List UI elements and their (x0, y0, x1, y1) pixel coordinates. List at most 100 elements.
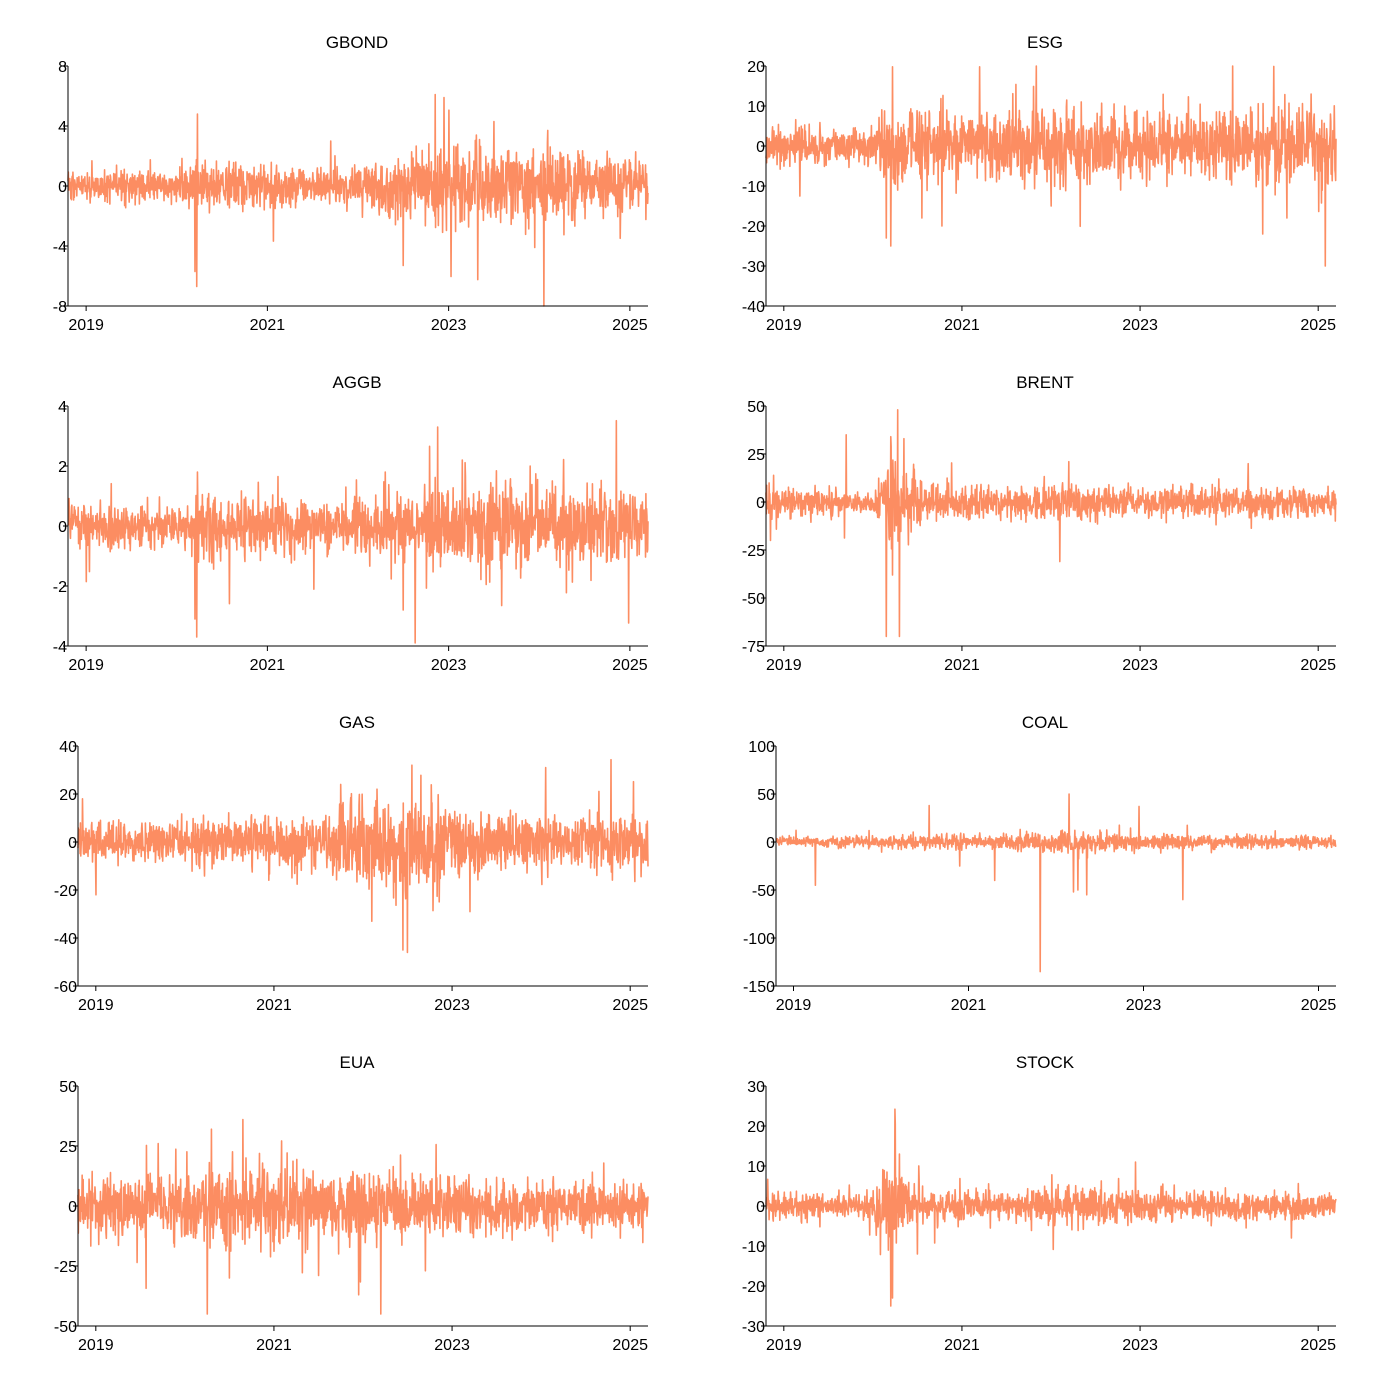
y-tick-label: -40 (742, 299, 765, 316)
y-tick-label: 0 (766, 835, 775, 852)
x-tick-label: 2025 (1301, 997, 1337, 1014)
y-tick-label: -4 (53, 639, 67, 656)
series-line (77, 758, 649, 954)
chart-title: COAL (1022, 713, 1068, 732)
y-tick-label: 20 (59, 787, 77, 804)
x-tick-label: 2025 (612, 1337, 648, 1354)
x-tick-label: 2021 (250, 317, 286, 334)
x-tick-label: 2021 (951, 997, 987, 1014)
x-tick-label: 2023 (1126, 997, 1162, 1014)
y-tick-label: 0 (58, 179, 67, 196)
y-tick-label: 0 (58, 519, 67, 536)
y-tick-label: -10 (742, 179, 765, 196)
chart-title: ESG (1027, 33, 1063, 52)
y-tick-label: -75 (742, 639, 765, 656)
x-tick-label: 2019 (78, 1337, 114, 1354)
y-tick-label: 4 (58, 119, 67, 136)
x-tick-label: 2019 (766, 1337, 802, 1354)
chart-title: BRENT (1016, 373, 1074, 392)
chart-title: GBOND (326, 33, 388, 52)
y-tick-label: -40 (54, 931, 77, 948)
x-tick-label: 2025 (612, 997, 648, 1014)
series-line (67, 93, 649, 307)
x-tick-label: 2021 (256, 1337, 292, 1354)
y-tick-label: -25 (54, 1259, 77, 1276)
y-tick-label: 50 (757, 787, 775, 804)
y-tick-label: -30 (742, 259, 765, 276)
x-tick-label: 2021 (250, 657, 286, 674)
x-tick-label: 2025 (612, 657, 648, 674)
x-tick-label: 2025 (1300, 317, 1336, 334)
y-tick-label: -10 (742, 1239, 765, 1256)
chart-title: STOCK (1016, 1053, 1075, 1072)
y-tick-label: -50 (54, 1319, 77, 1336)
y-tick-label: 20 (747, 59, 765, 76)
x-tick-label: 2019 (78, 997, 114, 1014)
series-line (77, 1118, 649, 1315)
y-tick-label: 0 (756, 495, 765, 512)
y-tick-label: -4 (53, 239, 67, 256)
y-tick-label: 25 (59, 1139, 77, 1156)
x-tick-label: 2023 (434, 1337, 470, 1354)
series-line (765, 1108, 1337, 1307)
x-tick-label: 2023 (1122, 317, 1158, 334)
y-tick-label: 8 (58, 59, 67, 76)
y-tick-label: 30 (747, 1079, 765, 1096)
y-tick-label: 0 (68, 1199, 77, 1216)
x-tick-label: 2021 (944, 317, 980, 334)
y-tick-label: -8 (53, 299, 67, 316)
y-tick-label: 0 (68, 835, 77, 852)
y-tick-label: 10 (747, 1159, 765, 1176)
x-tick-label: 2019 (776, 997, 812, 1014)
y-tick-label: 20 (747, 1119, 765, 1136)
x-tick-label: 2019 (68, 657, 104, 674)
series-line (775, 793, 1337, 973)
y-tick-label: -100 (743, 931, 775, 948)
chart-title: GAS (339, 713, 375, 732)
y-tick-label: -20 (742, 1279, 765, 1296)
y-tick-label: 10 (747, 99, 765, 116)
x-tick-label: 2023 (431, 657, 467, 674)
x-tick-label: 2021 (944, 1337, 980, 1354)
series-line (765, 65, 1337, 267)
x-tick-label: 2019 (766, 317, 802, 334)
x-tick-label: 2025 (1300, 657, 1336, 674)
y-tick-label: -20 (54, 883, 77, 900)
x-tick-label: 2021 (256, 997, 292, 1014)
y-tick-label: -2 (53, 579, 67, 596)
chart-title: AGGB (332, 373, 381, 392)
y-tick-label: -50 (752, 883, 775, 900)
y-tick-label: -25 (742, 543, 765, 560)
x-tick-label: 2023 (431, 317, 467, 334)
y-tick-label: -30 (742, 1319, 765, 1336)
y-tick-label: 50 (747, 399, 765, 416)
y-tick-label: 0 (756, 139, 765, 156)
x-tick-label: 2019 (68, 317, 104, 334)
y-tick-label: 50 (59, 1079, 77, 1096)
x-tick-label: 2025 (612, 317, 648, 334)
y-tick-label: -150 (743, 979, 775, 996)
chart-title: EUA (340, 1053, 376, 1072)
x-tick-label: 2021 (944, 657, 980, 674)
y-tick-label: 25 (747, 447, 765, 464)
x-tick-label: 2023 (434, 997, 470, 1014)
y-tick-label: -50 (742, 591, 765, 608)
y-tick-label: 100 (748, 739, 775, 756)
x-tick-label: 2023 (1122, 657, 1158, 674)
x-tick-label: 2025 (1300, 1337, 1336, 1354)
series-line (67, 419, 649, 644)
x-tick-label: 2019 (766, 657, 802, 674)
x-tick-label: 2023 (1122, 1337, 1158, 1354)
series-line (765, 409, 1337, 638)
y-tick-label: -60 (54, 979, 77, 996)
y-tick-label: 0 (756, 1199, 765, 1216)
y-tick-label: 4 (58, 399, 67, 416)
y-tick-label: 2 (58, 459, 67, 476)
